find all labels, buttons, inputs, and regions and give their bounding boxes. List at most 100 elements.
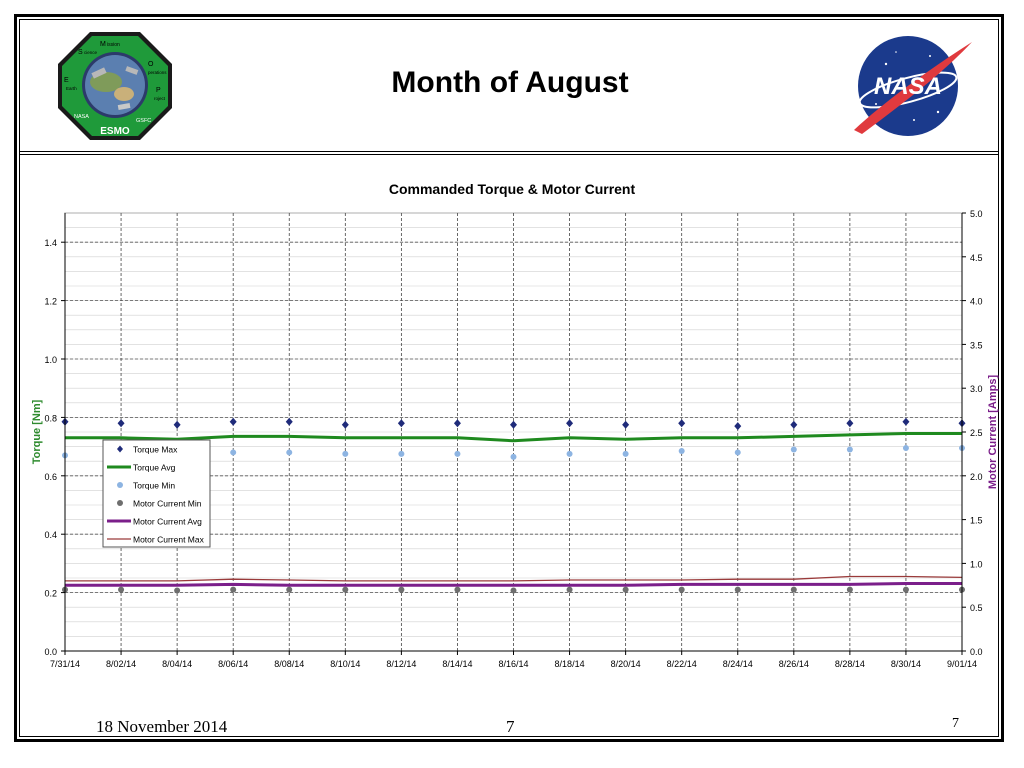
legend-swatch [117, 445, 123, 453]
torque-min-point [230, 449, 237, 456]
torque-min-point [790, 446, 797, 453]
y-right-tick-label: 0.0 [970, 647, 983, 657]
torque-max-point [341, 420, 349, 429]
motor-current-min-point [734, 586, 741, 593]
chart-axes: 0.0 0.2 0.4 0.6 0.8 1.0 1.2 1.4 0.0 0.5 1.0 1.5 2.0 2… [44, 209, 982, 669]
torque-min-point [846, 446, 853, 453]
nasa-logo: NASA [854, 36, 972, 136]
footer-page-right: 7 [952, 716, 959, 731]
esmo-ring-4: GSFC [136, 118, 151, 124]
y-right-tick-label: 4.0 [970, 297, 983, 307]
esmo-cap-m: M [100, 41, 106, 48]
torque-avg-line [65, 432, 962, 443]
esmo-ring-2: perations [148, 70, 167, 75]
torque-max-point [510, 420, 517, 429]
torque-min-point [454, 450, 461, 457]
y-left-tick-label: 0.6 [44, 472, 57, 482]
motor-current-min-point [566, 586, 573, 593]
motor-current-avg-line [65, 582, 962, 587]
esmo-cap-o: O [148, 61, 154, 68]
y-left-tick-label: 1.0 [44, 355, 57, 365]
legend-label: Torque Avg [133, 463, 176, 473]
y-left-tick-label: 0.4 [44, 530, 57, 540]
chart-title: Commanded Torque & Motor Current [389, 181, 636, 197]
y-left-tick-label: 1.2 [44, 297, 57, 307]
esmo-ring-3: roject [154, 96, 166, 101]
motor-current-min-point [510, 587, 517, 594]
legend-label: Motor Current Min [133, 499, 202, 509]
torque-max-point [678, 419, 686, 428]
chart-legend: Torque Max Torque Avg Torque Min Motor Curr… [102, 439, 211, 548]
motor-current-min-point [230, 586, 237, 593]
y-right-tick-label: 3.0 [970, 384, 983, 394]
motor-current-min-point [398, 586, 405, 593]
x-tick-label: 8/28/14 [835, 659, 865, 669]
x-tick-label: 8/04/14 [162, 659, 192, 669]
esmo-bottom-text: ESMO [100, 126, 130, 137]
esmo-ring-6: Earth [66, 86, 77, 91]
esmo-cap-s: S [78, 49, 83, 56]
y-left-tick-label: 0.0 [44, 647, 57, 657]
torque-max-point [285, 417, 293, 426]
torque-max-point [902, 417, 910, 426]
esmo-ring-1: ission [107, 42, 120, 48]
x-tick-label: 8/08/14 [274, 659, 304, 669]
legend-label: Torque Min [133, 481, 175, 491]
x-tick-label: 9/01/14 [947, 659, 977, 669]
motor-current-min-point [342, 586, 349, 593]
nasa-logo-text: NASA [874, 73, 942, 100]
torque-min-point [286, 449, 293, 456]
y-right-tick-label: 4.5 [970, 253, 983, 263]
torque-min-point [510, 453, 517, 460]
torque-max-point [846, 419, 854, 428]
motor-current-min-point [454, 586, 461, 593]
y-right-tick-label: 3.5 [970, 340, 983, 350]
motor-current-min-point [902, 586, 909, 593]
x-tick-label: 8/06/14 [218, 659, 248, 669]
torque-min-point [902, 445, 909, 452]
motor-current-min-point [678, 586, 685, 593]
x-tick-label: 8/26/14 [779, 659, 809, 669]
x-tick-label: 8/16/14 [498, 659, 528, 669]
torque-max-point [790, 420, 798, 429]
y-right-tick-label: 2.0 [970, 472, 983, 482]
torque-min-point [734, 449, 741, 456]
legend-swatch [117, 482, 123, 488]
torque-min-point [622, 450, 629, 457]
slide-outer-border [14, 14, 1004, 742]
x-tick-label: 8/14/14 [442, 659, 472, 669]
torque-min-point [398, 450, 405, 457]
x-tick-label: 8/20/14 [611, 659, 641, 669]
esmo-ring-5: NASA [74, 114, 89, 120]
legend-swatch [117, 500, 123, 506]
footer-date: 18 November 2014 [96, 717, 228, 736]
torque-max-point [173, 420, 181, 429]
y-right-tick-label: 5.0 [970, 209, 983, 219]
x-tick-label: 8/18/14 [555, 659, 585, 669]
torque-max-point [566, 419, 574, 428]
header-divider [19, 151, 999, 152]
x-tick-label: 8/12/14 [386, 659, 416, 669]
x-tick-label: 8/30/14 [891, 659, 921, 669]
footer-page-center: 7 [506, 717, 515, 736]
motor-current-min-point [118, 586, 125, 593]
torque-min-point [566, 450, 573, 457]
y-left-tick-label: 1.4 [44, 238, 57, 248]
esmo-ring-7: cience [84, 50, 98, 55]
motor-current-min-point [174, 587, 181, 594]
torque-max-point [622, 420, 630, 429]
torque-min-point [678, 447, 685, 454]
torque-max-point [734, 422, 742, 431]
y-left-tick-label: 0.2 [44, 589, 57, 599]
x-tick-label: 8/10/14 [330, 659, 360, 669]
motor-current-min-point [790, 586, 797, 593]
motor-current-min-point [846, 586, 853, 593]
motor-current-min-point [286, 586, 293, 593]
y-right-tick-label: 1.5 [970, 516, 983, 526]
motor-current-max-line [65, 575, 963, 582]
legend-label: Motor Current Max [133, 535, 205, 545]
y-right-tick-label: 2.5 [970, 428, 983, 438]
legend-label: Torque Max [133, 445, 178, 455]
legend-label: Motor Current Avg [133, 517, 202, 527]
